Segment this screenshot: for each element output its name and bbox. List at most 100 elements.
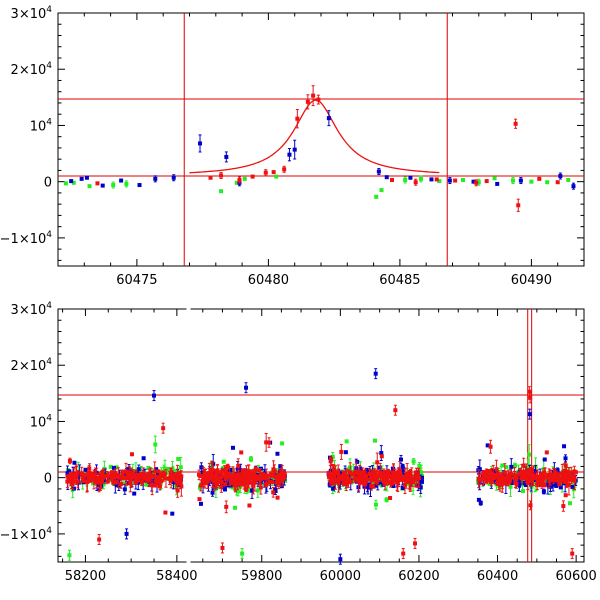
- bottom-red-point: [270, 480, 275, 485]
- bottom-red-point: [327, 475, 332, 480]
- bottom-red-point: [237, 479, 242, 484]
- bottom-red-point: [144, 478, 149, 483]
- bottom-red-point: [264, 475, 269, 480]
- bottom-red-point: [382, 477, 387, 482]
- bottom-red-point: [92, 478, 97, 483]
- bottom-red-point: [119, 482, 124, 487]
- bottom-red-point: [245, 481, 250, 486]
- bottom-red-point: [514, 475, 519, 480]
- bottom-blue-point: [420, 475, 425, 480]
- bottom-blue-point: [418, 485, 423, 490]
- bottom-blue-point: [156, 471, 161, 476]
- top-red-point: [316, 97, 321, 102]
- bottom-red-point: [139, 480, 144, 485]
- bottom-red-point: [168, 478, 173, 483]
- bottom-ytick-label: −1×104: [0, 526, 52, 543]
- bottom-red-notable-point: [413, 541, 418, 546]
- bottom-red-point: [94, 478, 99, 483]
- bottom-green-point: [278, 466, 283, 471]
- bottom-red-point: [175, 488, 180, 493]
- bottom-red-point: [255, 468, 260, 473]
- bottom-red-point: [247, 503, 252, 508]
- bottom-red-point: [531, 476, 536, 481]
- bottom-green-point: [176, 457, 181, 462]
- ytick-exponent: 4: [46, 117, 52, 127]
- bottom-red-point: [219, 484, 224, 489]
- bottom-green-point: [344, 439, 349, 444]
- top-red-point: [484, 179, 489, 184]
- bottom-red-point: [481, 471, 486, 476]
- bottom-red-point: [171, 473, 176, 478]
- top-red-point: [282, 167, 287, 172]
- top-xtick-label: 60490: [511, 273, 552, 288]
- bottom-red-point: [526, 479, 531, 484]
- bottom-red-point: [110, 477, 115, 482]
- bottom-red-point: [326, 470, 331, 475]
- top-green-point: [476, 180, 481, 185]
- bottom-red-point: [169, 476, 174, 481]
- bottom-red-point: [116, 475, 121, 480]
- bottom-green-point: [508, 484, 513, 489]
- bottom-red-point: [219, 469, 224, 474]
- bottom-green-point: [266, 476, 271, 481]
- bottom-red-point: [282, 474, 287, 479]
- top-red-point: [208, 175, 213, 180]
- bottom-red-point: [159, 479, 164, 484]
- bottom-red-point: [65, 479, 70, 484]
- bottom-red-point: [404, 478, 409, 483]
- bottom-red-point: [395, 477, 400, 482]
- top-red-point: [390, 177, 395, 182]
- bottom-red-point: [363, 474, 368, 479]
- top-green-point: [242, 176, 247, 181]
- top-blue-point: [518, 178, 523, 183]
- bottom-red-point: [223, 473, 228, 478]
- bottom-red-point: [484, 470, 489, 475]
- top-red-point: [311, 93, 316, 98]
- bottom-red-point: [556, 478, 561, 483]
- ytick-mantissa: 3×10: [11, 7, 47, 22]
- bottom-blue-point: [362, 484, 367, 489]
- bottom-red-point: [553, 470, 558, 475]
- bottom-red-notable-point: [161, 426, 166, 431]
- bottom-red-point: [111, 480, 116, 485]
- top-blue-point: [447, 178, 452, 183]
- bottom-blue-point: [278, 464, 283, 469]
- bottom-red-notable-point: [97, 537, 102, 542]
- bottom-green-point: [174, 484, 179, 489]
- bottom-blue-point: [541, 489, 546, 494]
- bottom-red-point: [217, 479, 222, 484]
- bottom-red-point: [179, 484, 184, 489]
- bottom-green-point: [246, 488, 251, 493]
- top-green-point: [529, 179, 534, 184]
- bottom-blue-point: [199, 465, 204, 470]
- bottom-blue-point: [415, 483, 420, 488]
- bottom-red-point: [358, 479, 363, 484]
- bottom-red-point: [101, 475, 106, 480]
- bottom-green-point: [144, 482, 149, 487]
- bottom-red-point: [545, 473, 550, 478]
- bottom-green-point: [384, 497, 389, 502]
- bottom-green-point: [526, 465, 531, 470]
- bottom-red-point: [352, 476, 357, 481]
- bottom-red-point: [254, 474, 259, 479]
- top-green-point: [510, 178, 515, 183]
- bottom-red-point: [563, 468, 568, 473]
- bottom-red-point: [214, 473, 219, 478]
- bottom-red-point: [157, 484, 162, 489]
- bottom-red-point: [223, 469, 228, 474]
- ytick-exponent: 4: [46, 230, 52, 240]
- bottom-red-point: [526, 470, 531, 475]
- bottom-red-point: [537, 478, 542, 483]
- bottom-blue-point: [476, 497, 481, 502]
- bottom-red-point: [404, 472, 409, 477]
- bottom-red-point: [167, 476, 172, 481]
- ytick-mantissa: 2×10: [11, 63, 47, 78]
- bottom-blue-point: [552, 482, 557, 487]
- bottom-blue-point: [390, 466, 395, 471]
- bottom-red-point: [115, 473, 120, 478]
- bottom-green-notable-point: [240, 551, 245, 556]
- bottom-green-point: [567, 501, 572, 506]
- bottom-blue-point: [522, 481, 527, 486]
- bottom-red-point: [264, 482, 269, 487]
